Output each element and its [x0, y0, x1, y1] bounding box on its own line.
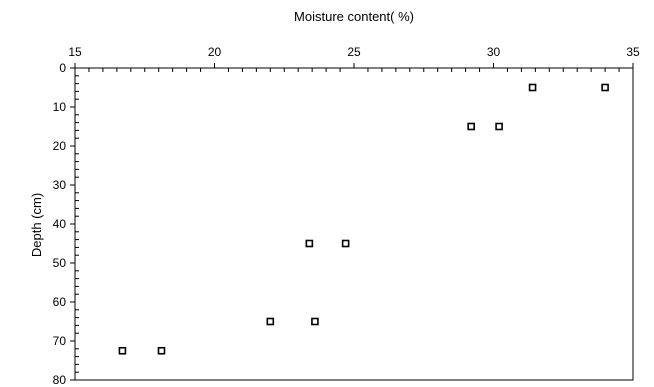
x-tick-label: 25	[347, 45, 361, 59]
y-tick-label: 50	[53, 256, 67, 270]
data-point	[495, 122, 503, 131]
x-tick-label: 30	[487, 45, 501, 59]
data-point	[528, 83, 537, 92]
x-axis-ticks: 15 20 25 30 35	[68, 45, 640, 72]
x-axis-title: Moisture content( %)	[294, 9, 414, 24]
y-tick-label: 0	[59, 61, 66, 75]
y-axis-title: Depth (cm)	[29, 193, 44, 257]
x-tick-label: 15	[68, 45, 82, 59]
data-point	[467, 122, 475, 131]
y-axis-ticks: 0 10 20 30 40 50 60 70 80	[53, 61, 79, 387]
data-point	[601, 83, 609, 92]
data-points	[118, 83, 609, 355]
data-point	[266, 317, 275, 326]
y-tick-label: 70	[53, 334, 67, 348]
data-point	[305, 239, 314, 248]
y-tick-label: 10	[53, 100, 67, 114]
data-point	[118, 346, 127, 355]
y-tick-label: 20	[53, 139, 67, 153]
data-point	[341, 239, 350, 248]
data-point	[311, 317, 319, 326]
y-tick-label: 30	[53, 178, 67, 192]
y-tick-label: 40	[53, 217, 67, 231]
y-tick-label: 60	[53, 295, 67, 309]
plot-area-frame	[74, 67, 634, 381]
data-point	[157, 346, 166, 355]
x-tick-label: 20	[208, 45, 222, 59]
y-tick-label: 80	[53, 373, 67, 387]
x-tick-label: 35	[626, 45, 640, 59]
